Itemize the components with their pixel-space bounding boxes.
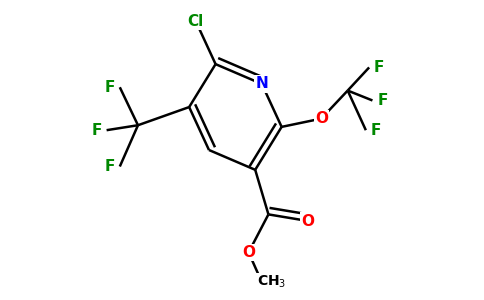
Text: F: F xyxy=(377,93,388,108)
Text: O: O xyxy=(315,111,328,126)
Text: O: O xyxy=(302,214,315,229)
Text: F: F xyxy=(105,80,115,95)
Text: F: F xyxy=(371,123,381,138)
Text: N: N xyxy=(256,76,268,92)
Text: O: O xyxy=(242,245,255,260)
Text: F: F xyxy=(374,60,384,75)
Text: F: F xyxy=(91,123,102,138)
Text: Cl: Cl xyxy=(188,14,204,29)
Text: CH$_3$: CH$_3$ xyxy=(257,274,287,290)
Text: F: F xyxy=(105,159,115,174)
